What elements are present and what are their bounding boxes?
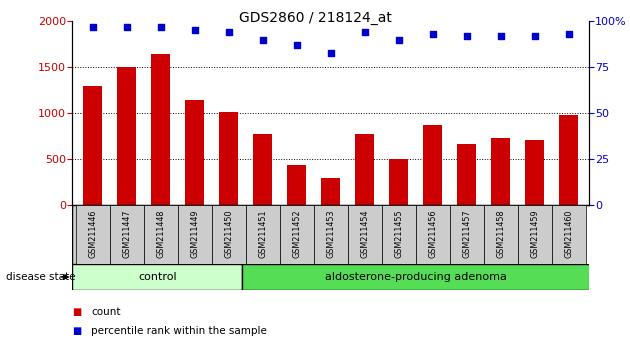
Text: ■: ■: [72, 326, 82, 336]
Point: [326, 50, 336, 55]
Point: [258, 37, 268, 42]
FancyBboxPatch shape: [552, 205, 586, 264]
Point: [156, 24, 166, 30]
Point: [394, 37, 404, 42]
FancyBboxPatch shape: [110, 205, 144, 264]
Bar: [117, 67, 136, 205]
Text: ■: ■: [72, 307, 82, 316]
FancyBboxPatch shape: [144, 205, 178, 264]
FancyBboxPatch shape: [484, 205, 518, 264]
FancyBboxPatch shape: [246, 205, 280, 264]
FancyBboxPatch shape: [243, 264, 603, 290]
Bar: [457, 144, 476, 205]
Bar: [423, 125, 442, 205]
Text: GSM211449: GSM211449: [190, 209, 199, 258]
Point: [428, 31, 438, 37]
Text: disease state: disease state: [6, 272, 76, 282]
Bar: [491, 138, 510, 205]
FancyBboxPatch shape: [518, 205, 552, 264]
FancyBboxPatch shape: [416, 205, 450, 264]
Text: GSM211458: GSM211458: [496, 209, 505, 258]
Text: GSM211446: GSM211446: [88, 209, 98, 258]
Point: [224, 29, 234, 35]
Point: [530, 33, 540, 39]
Bar: [559, 115, 578, 205]
FancyBboxPatch shape: [348, 205, 382, 264]
Text: GSM211452: GSM211452: [292, 209, 301, 258]
Point: [190, 28, 200, 33]
Point: [360, 29, 370, 35]
Text: GSM211456: GSM211456: [428, 209, 437, 258]
Point: [88, 24, 98, 30]
Text: GSM211460: GSM211460: [564, 209, 573, 258]
Text: GSM211451: GSM211451: [258, 209, 267, 258]
Bar: [389, 159, 408, 205]
FancyBboxPatch shape: [72, 205, 582, 264]
FancyBboxPatch shape: [76, 205, 110, 264]
Text: GDS2860 / 218124_at: GDS2860 / 218124_at: [239, 11, 391, 25]
Bar: [287, 165, 306, 205]
Bar: [151, 55, 170, 205]
FancyBboxPatch shape: [72, 264, 243, 290]
FancyBboxPatch shape: [382, 205, 416, 264]
Point: [496, 33, 506, 39]
Text: GSM211457: GSM211457: [462, 209, 471, 258]
Point: [564, 31, 574, 37]
Bar: [185, 101, 204, 205]
Bar: [321, 178, 340, 205]
FancyBboxPatch shape: [280, 205, 314, 264]
Point: [462, 33, 472, 39]
Bar: [525, 140, 544, 205]
FancyBboxPatch shape: [450, 205, 484, 264]
Text: GSM211454: GSM211454: [360, 209, 369, 258]
Text: control: control: [138, 272, 177, 282]
Text: GSM211453: GSM211453: [326, 209, 335, 258]
Point: [122, 24, 132, 30]
FancyBboxPatch shape: [212, 205, 246, 264]
Text: GSM211448: GSM211448: [156, 209, 165, 258]
Bar: [219, 112, 238, 205]
Bar: [253, 134, 272, 205]
Text: GSM211450: GSM211450: [224, 209, 233, 258]
Text: GSM211459: GSM211459: [530, 209, 539, 258]
Point: [292, 42, 302, 48]
Text: GSM211447: GSM211447: [122, 209, 131, 258]
Text: percentile rank within the sample: percentile rank within the sample: [91, 326, 267, 336]
Text: aldosterone-producing adenoma: aldosterone-producing adenoma: [325, 272, 507, 282]
Text: count: count: [91, 307, 121, 316]
Bar: [355, 134, 374, 205]
FancyBboxPatch shape: [178, 205, 212, 264]
Text: GSM211455: GSM211455: [394, 209, 403, 258]
FancyBboxPatch shape: [314, 205, 348, 264]
Bar: [84, 86, 102, 205]
